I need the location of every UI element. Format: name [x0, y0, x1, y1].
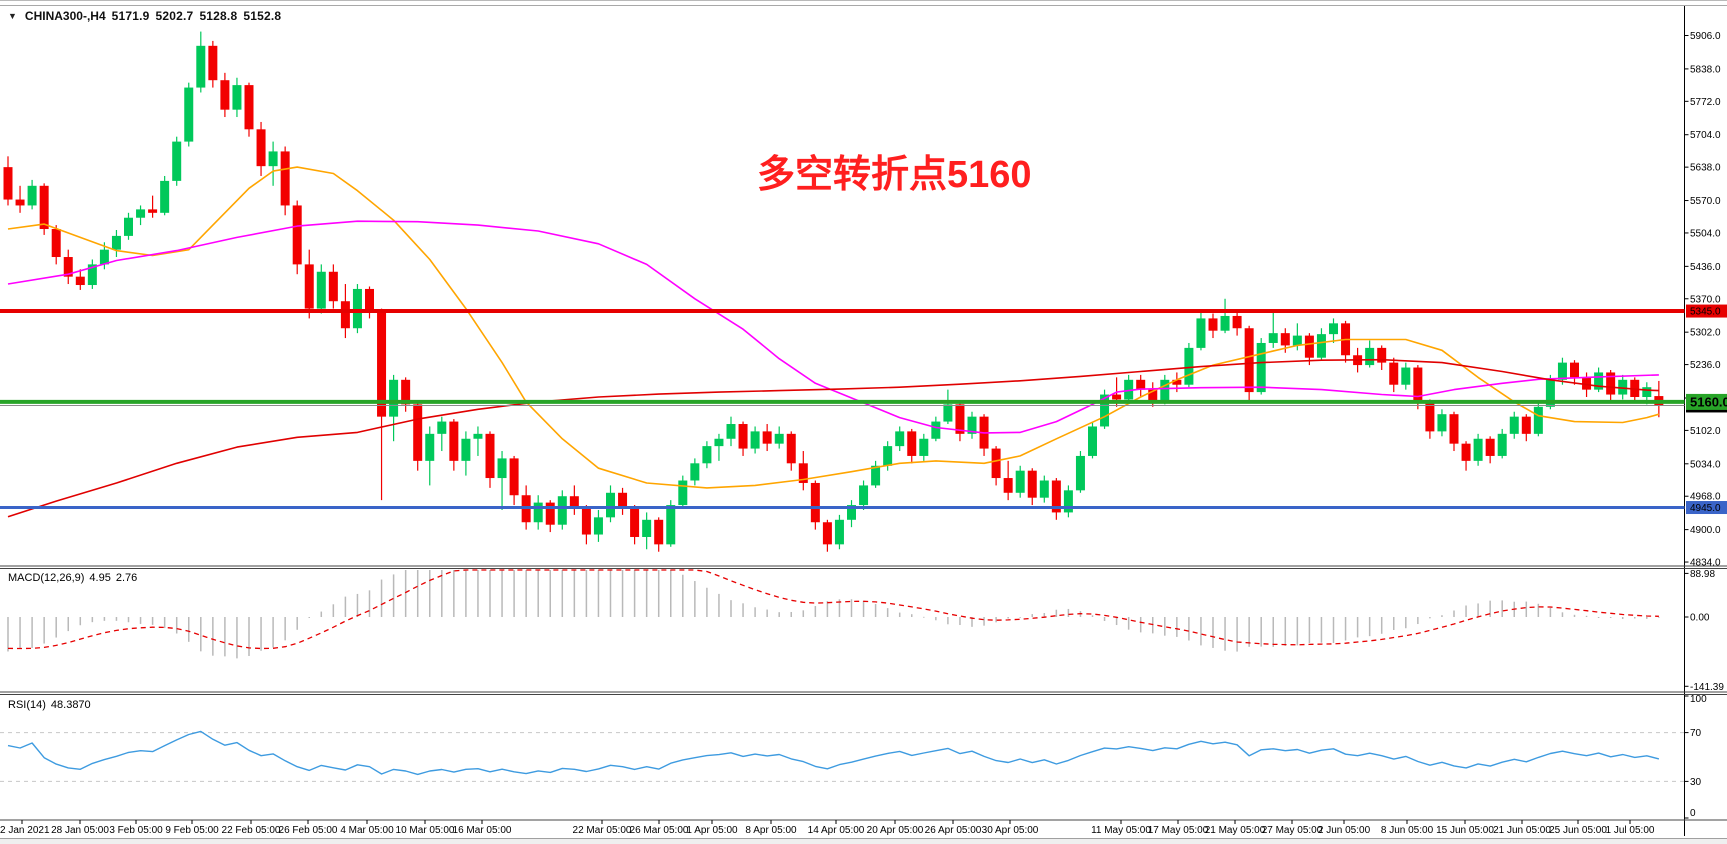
time-tick-label: 1 Jul 05:00: [1606, 825, 1655, 836]
time-tick-label: 26 Apr 05:00: [925, 825, 982, 836]
time-tick-label: 26 Mar 05:00: [630, 825, 689, 836]
ohlc-close: 5152.8: [243, 9, 282, 23]
price-tick-label: 4834.0: [1690, 558, 1721, 569]
macd-name: MACD(12,26,9): [8, 572, 85, 584]
chart-annotation-text[interactable]: 多空转折点5160: [757, 154, 1032, 196]
price-tick-label: 4900.0: [1690, 525, 1721, 536]
price-flag-5160: [1686, 393, 1727, 410]
time-tick-label: 25 Jun 05:00: [1549, 825, 1607, 836]
price-flag-4945: [1686, 501, 1727, 515]
time-tick-label: 21 Jun 05:00: [1493, 825, 1551, 836]
price-tick-label: 5704.0: [1690, 130, 1721, 141]
time-tick-label: 22 Feb 05:00: [222, 825, 281, 836]
price-tick-label: 5772.0: [1690, 97, 1721, 108]
time-tick-label: 11 May 05:00: [1091, 825, 1151, 836]
time-tick-label: 27 May 05:00: [1262, 825, 1323, 836]
rsi-tick-label: 100: [1690, 694, 1707, 705]
price-flag-5345: [1686, 304, 1727, 318]
rsi-tick-label: 0: [1690, 808, 1696, 819]
rsi-indicator-label: RSI(14) 48.3870: [8, 699, 96, 711]
macd-histogram: [7, 570, 1660, 659]
price-tick-label: 5370.0: [1690, 294, 1721, 305]
symbol-ohlc-header: ▼ CHINA300-,H4 5171.9 5202.7 5128.8 5152…: [8, 9, 281, 23]
collapse-indicator-icon[interactable]: ▼: [8, 10, 17, 21]
price-tick-label: 4968.0: [1690, 492, 1721, 503]
time-tick-label: 20 Apr 05:00: [867, 825, 924, 836]
price-tick-label: 5906.0: [1690, 31, 1721, 42]
time-tick-label: 28 Jan 05:00: [51, 825, 109, 836]
candlestick-series: [3, 31, 1664, 552]
ma-magenta: [7, 220, 1659, 434]
price-tick-label: 5638.0: [1690, 163, 1721, 174]
rsi-name: RSI(14): [8, 699, 46, 711]
price-tick-label: 5102.0: [1690, 426, 1721, 437]
time-tick-label: 17 May 05:00: [1148, 825, 1209, 836]
macd-value: 4.95: [89, 572, 111, 584]
rsi-tick-label: 70: [1690, 728, 1702, 739]
time-tick-label: 8 Jun 05:00: [1381, 825, 1434, 836]
price-flag-label-4945: 4945.0: [1690, 503, 1721, 514]
ma-slow-red: [7, 358, 1659, 518]
price-tick-label: 5570.0: [1690, 196, 1721, 207]
time-tick-label: 30 Apr 05:00: [982, 825, 1039, 836]
time-tick-label: 15 Jun 05:00: [1436, 825, 1494, 836]
price-tick-label: 5436.0: [1690, 262, 1721, 273]
macd-indicator-label: MACD(12,26,9) 4.95 2.76: [8, 572, 142, 584]
rsi-tick-label: 30: [1690, 777, 1702, 788]
price-flag-label-5345: 5345.0: [1690, 307, 1721, 318]
rsi-line: [7, 730, 1660, 776]
time-tick-label: 2 Jun 05:00: [1318, 825, 1371, 836]
time-tick-label: 10 Mar 05:00: [396, 825, 455, 836]
time-tick-label: 22 Jan 2021: [0, 825, 50, 836]
rsi-value: 48.3870: [50, 699, 91, 711]
price-tick-label: 5034.0: [1690, 459, 1721, 470]
window-bottom-edge: [0, 838, 1727, 844]
time-tick-label: 4 Mar 05:00: [340, 825, 394, 836]
ohlc-high: 5202.7: [155, 9, 194, 23]
price-tick-label: 5504.0: [1690, 228, 1721, 239]
time-tick-label: 1 Apr 05:00: [686, 825, 738, 836]
macd-tick-label: -141.39: [1690, 682, 1724, 693]
time-tick-label: 9 Feb 05:00: [165, 825, 219, 836]
time-tick-label: 14 Apr 05:00: [808, 825, 865, 836]
window-top-edge: [0, 0, 1727, 6]
price-tick-label: 5302.0: [1690, 328, 1721, 339]
time-tick-label: 21 May 05:00: [1205, 825, 1266, 836]
ohlc-low: 5128.8: [199, 9, 238, 23]
time-tick-label: 16 Mar 05:00: [453, 825, 512, 836]
time-tick-label: 3 Feb 05:00: [109, 825, 163, 836]
macd-tick-label: 88.98: [1690, 569, 1715, 580]
price-tick-label: 5236.0: [1690, 360, 1721, 371]
macd-signal-line: [7, 569, 1659, 650]
macd-tick-label: 0.00: [1690, 613, 1710, 624]
price-flag-label-5160: 5160.0: [1690, 394, 1727, 409]
time-tick-label: 22 Mar 05:00: [573, 825, 632, 836]
price-tick-label: 5838.0: [1690, 64, 1721, 75]
macd-signal-value: 2.76: [115, 572, 138, 584]
time-tick-label: 8 Apr 05:00: [745, 825, 797, 836]
ohlc-open: 5171.9: [111, 9, 150, 23]
symbol-period-label: CHINA300-,H4: [24, 9, 106, 23]
time-tick-label: 26 Feb 05:00: [279, 825, 338, 836]
ma-orange: [7, 166, 1660, 489]
